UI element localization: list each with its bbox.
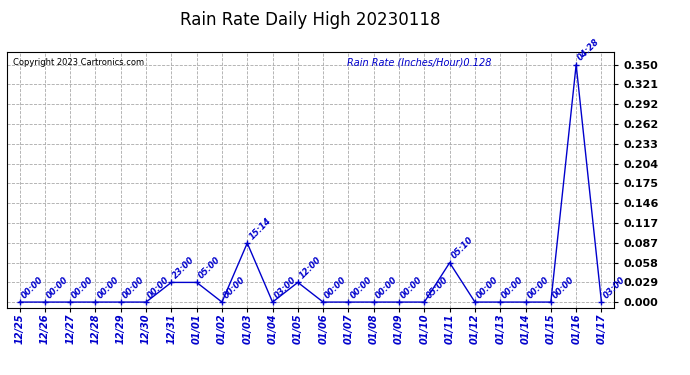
Text: 00:00: 00:00 xyxy=(475,274,500,300)
Text: 00:00: 00:00 xyxy=(323,274,348,300)
Text: 00:00: 00:00 xyxy=(121,274,146,300)
Text: 05:00: 05:00 xyxy=(197,255,222,280)
Text: 23:00: 23:00 xyxy=(171,255,197,280)
Text: 00:00: 00:00 xyxy=(222,274,247,300)
Text: 00:00: 00:00 xyxy=(399,274,424,300)
Text: 03:00: 03:00 xyxy=(602,274,627,300)
Text: 15:14: 15:14 xyxy=(247,216,273,241)
Text: 00:00: 00:00 xyxy=(45,274,70,300)
Text: 00:00: 00:00 xyxy=(551,274,576,300)
Text: 00:00: 00:00 xyxy=(70,274,95,300)
Text: Rain Rate Daily High 20230118: Rain Rate Daily High 20230118 xyxy=(180,11,441,29)
Text: 03:00: 03:00 xyxy=(273,274,298,300)
Text: 12:00: 12:00 xyxy=(298,255,323,280)
Text: 00:00: 00:00 xyxy=(146,274,171,300)
Text: Rain Rate (Inches/Hour)0.128: Rain Rate (Inches/Hour)0.128 xyxy=(347,58,491,68)
Text: 00:00: 00:00 xyxy=(95,274,121,300)
Text: 00:00: 00:00 xyxy=(374,274,399,300)
Text: 04:28: 04:28 xyxy=(576,37,602,63)
Text: 00:00: 00:00 xyxy=(526,274,551,300)
Text: 05:00: 05:00 xyxy=(424,274,450,300)
Text: Copyright 2023 Cartronics.com: Copyright 2023 Cartronics.com xyxy=(13,58,144,67)
Text: 00:00: 00:00 xyxy=(19,274,45,300)
Text: 05:10: 05:10 xyxy=(450,236,475,261)
Text: 00:00: 00:00 xyxy=(500,274,526,300)
Text: 00:00: 00:00 xyxy=(348,274,374,300)
